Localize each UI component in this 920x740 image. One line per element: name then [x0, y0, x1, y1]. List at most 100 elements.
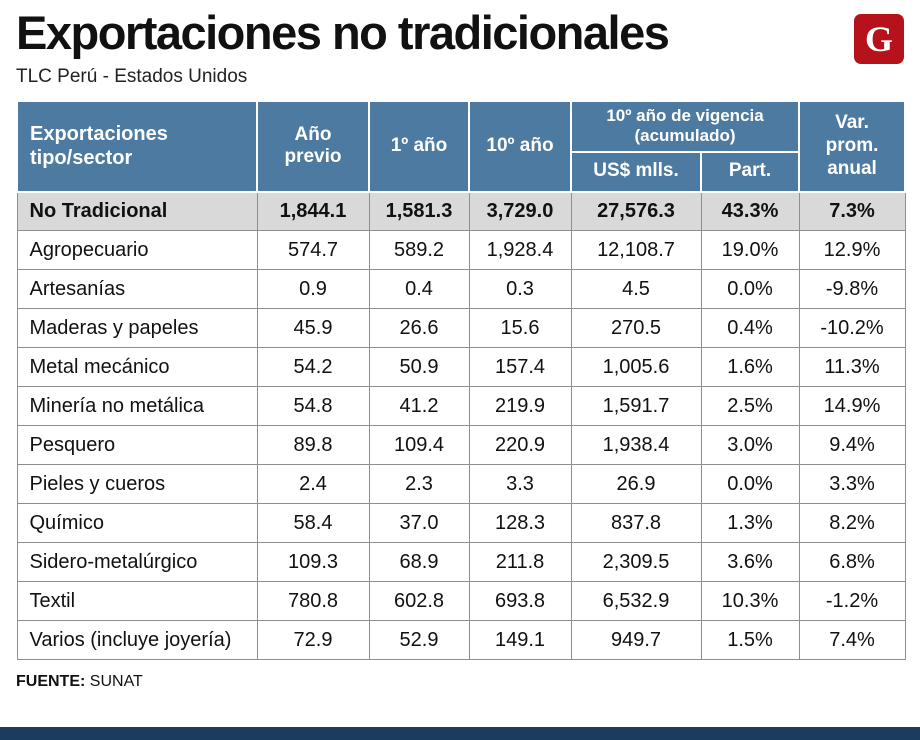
sector-cell: Varios (incluye joyería)	[16, 620, 258, 661]
decimo-anio-cell: 3.3	[468, 464, 572, 505]
primer-anio-cell: 52.9	[368, 620, 470, 661]
usd-mlls-cell: 6,532.9	[570, 581, 702, 622]
col-header-anio-previo: Año previo	[256, 100, 370, 193]
primer-anio-cell: 0.4	[368, 269, 470, 310]
sector-cell: Pieles y cueros	[16, 464, 258, 505]
page-title: Exportaciones no tradicionales	[16, 6, 670, 59]
decimo-anio-cell: 15.6	[468, 308, 572, 349]
decimo-anio-cell: 157.4	[468, 347, 572, 388]
decimo-anio-cell: 693.8	[468, 581, 572, 622]
col-header-vigencia-group: 10º año de vigencia (acumulado)	[569, 100, 801, 153]
col-header-part: Part.	[699, 150, 801, 193]
decimo-anio-cell: 3,729.0	[468, 191, 572, 232]
anio-previo-cell: 780.8	[256, 581, 370, 622]
page-subtitle: TLC Perú - Estados Unidos	[16, 66, 248, 87]
part-cell: 3.6%	[700, 542, 800, 583]
anio-previo-cell: 0.9	[256, 269, 370, 310]
usd-mlls-cell: 1,591.7	[570, 386, 702, 427]
primer-anio-cell: 68.9	[368, 542, 470, 583]
var-prom-cell: 11.3%	[798, 347, 906, 388]
primer-anio-cell: 37.0	[368, 503, 470, 544]
anio-previo-cell: 89.8	[256, 425, 370, 466]
part-cell: 1.3%	[700, 503, 800, 544]
usd-mlls-cell: 949.7	[570, 620, 702, 661]
col-header-usd-mlls: US$ mlls.	[570, 150, 702, 193]
primer-anio-cell: 602.8	[368, 581, 470, 622]
decimo-anio-cell: 220.9	[468, 425, 572, 466]
primer-anio-cell: 1,581.3	[368, 191, 470, 232]
table-row: No Tradicional 1,844.1 1,581.3 3,729.0 2…	[16, 191, 906, 232]
part-cell: 3.0%	[700, 425, 800, 466]
gestion-logo: G	[854, 14, 904, 64]
sector-cell: Químico	[16, 503, 258, 544]
primer-anio-cell: 2.3	[368, 464, 470, 505]
table-header-row-sub: US$ mlls. Part.	[17, 150, 905, 193]
part-cell: 43.3%	[700, 191, 800, 232]
table-row: Varios (incluye joyería) 72.9 52.9 149.1…	[16, 620, 906, 661]
anio-previo-cell: 54.8	[256, 386, 370, 427]
source-value: SUNAT	[89, 673, 143, 691]
var-prom-cell: 12.9%	[798, 230, 906, 271]
decimo-anio-cell: 1,928.4	[468, 230, 572, 271]
table-row: Químico 58.4 37.0 128.3 837.8 1.3% 8.2%	[16, 503, 906, 544]
primer-anio-cell: 26.6	[368, 308, 470, 349]
sector-cell: Metal mecánico	[16, 347, 258, 388]
primer-anio-cell: 41.2	[368, 386, 470, 427]
part-cell: 1.5%	[700, 620, 800, 661]
anio-previo-cell: 574.7	[256, 230, 370, 271]
usd-mlls-cell: 27,576.3	[570, 191, 702, 232]
var-prom-cell: 8.2%	[798, 503, 906, 544]
sector-cell: Artesanías	[16, 269, 258, 310]
sector-cell: Agropecuario	[16, 230, 258, 271]
part-cell: 2.5%	[700, 386, 800, 427]
anio-previo-cell: 72.9	[256, 620, 370, 661]
anio-previo-cell: 58.4	[256, 503, 370, 544]
table-row: Minería no metálica 54.8 41.2 219.9 1,59…	[16, 386, 906, 427]
usd-mlls-cell: 1,938.4	[570, 425, 702, 466]
usd-mlls-cell: 2,309.5	[570, 542, 702, 583]
table-row: Pieles y cueros 2.4 2.3 3.3 26.9 0.0% 3.…	[16, 464, 906, 505]
table-row: Sidero-metalúrgico 109.3 68.9 211.8 2,30…	[16, 542, 906, 583]
primer-anio-cell: 589.2	[368, 230, 470, 271]
table-row: Maderas y papeles 45.9 26.6 15.6 270.5 0…	[16, 308, 906, 349]
anio-previo-cell: 2.4	[256, 464, 370, 505]
decimo-anio-cell: 149.1	[468, 620, 572, 661]
part-cell: 0.0%	[700, 269, 800, 310]
source-line: FUENTE: SUNAT	[16, 673, 904, 691]
sector-cell: Minería no metálica	[16, 386, 258, 427]
usd-mlls-cell: 12,108.7	[570, 230, 702, 271]
col-header-primer-anio: 1º año	[368, 100, 470, 193]
usd-mlls-cell: 270.5	[570, 308, 702, 349]
usd-mlls-cell: 4.5	[570, 269, 702, 310]
usd-mlls-cell: 837.8	[570, 503, 702, 544]
table-body: No Tradicional 1,844.1 1,581.3 3,729.0 2…	[16, 191, 906, 661]
table-row: Textil 780.8 602.8 693.8 6,532.9 10.3% -…	[16, 581, 906, 622]
sector-cell: No Tradicional	[16, 191, 258, 232]
anio-previo-cell: 45.9	[256, 308, 370, 349]
decimo-anio-cell: 0.3	[468, 269, 572, 310]
table-row: Pesquero 89.8 109.4 220.9 1,938.4 3.0% 9…	[16, 425, 906, 466]
anio-previo-cell: 54.2	[256, 347, 370, 388]
part-cell: 0.0%	[700, 464, 800, 505]
logo-letter: G	[864, 19, 893, 59]
decimo-anio-cell: 219.9	[468, 386, 572, 427]
var-prom-cell: 9.4%	[798, 425, 906, 466]
exports-table: Exportaciones tipo/sector Año previo 1º …	[16, 100, 907, 661]
usd-mlls-cell: 1,005.6	[570, 347, 702, 388]
bottom-accent-bar	[0, 727, 920, 740]
decimo-anio-cell: 211.8	[468, 542, 572, 583]
part-cell: 19.0%	[700, 230, 800, 271]
sector-cell: Pesquero	[16, 425, 258, 466]
source-label: FUENTE:	[16, 673, 86, 691]
table-row: Metal mecánico 54.2 50.9 157.4 1,005.6 1…	[16, 347, 906, 388]
var-prom-cell: 7.4%	[798, 620, 906, 661]
col-header-decimo-anio: 10º año	[468, 100, 572, 193]
table-row: Artesanías 0.9 0.4 0.3 4.5 0.0% -9.8%	[16, 269, 906, 310]
primer-anio-cell: 50.9	[368, 347, 470, 388]
table-header-row-main: Exportaciones tipo/sector Año previo 1º …	[16, 100, 907, 193]
anio-previo-cell: 109.3	[256, 542, 370, 583]
var-prom-cell: -9.8%	[798, 269, 906, 310]
table-row: Agropecuario 574.7 589.2 1,928.4 12,108.…	[16, 230, 906, 271]
part-cell: 0.4%	[700, 308, 800, 349]
sector-cell: Textil	[16, 581, 258, 622]
